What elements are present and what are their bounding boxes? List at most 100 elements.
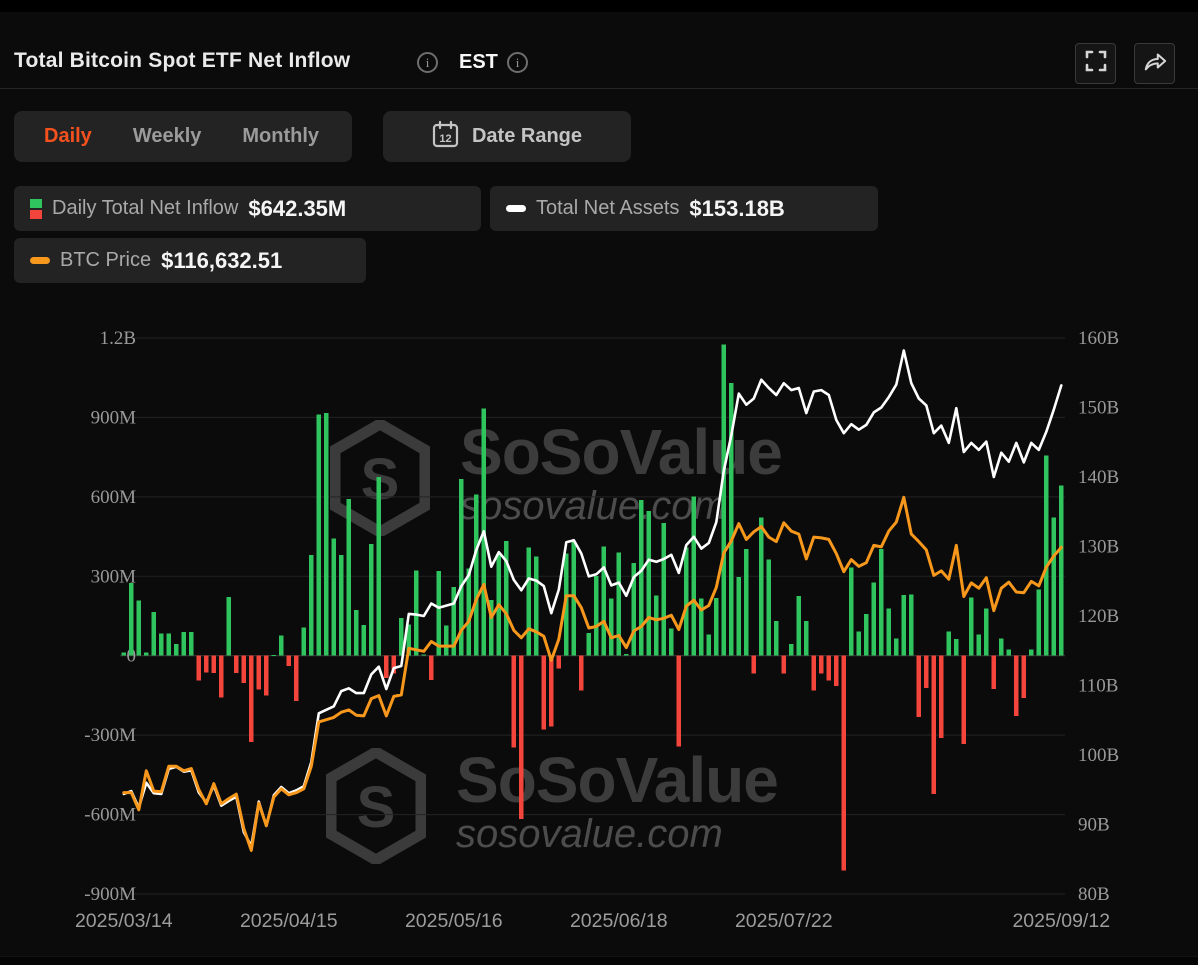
inflow-bar: [203, 655, 209, 673]
inflow-bar: [158, 633, 164, 656]
y-axis-right-label: 130B: [1078, 537, 1119, 558]
y-axis-right-label: 120B: [1078, 606, 1119, 627]
inflow-bar: [541, 655, 547, 730]
inflow-bar: [526, 547, 532, 656]
inflow-bar: [1036, 589, 1042, 656]
inflow-bar: [248, 655, 254, 743]
header: Total Bitcoin Spot ETF Net Inflow i EST …: [0, 12, 1198, 88]
inflow-bar: [631, 563, 637, 656]
y-axis-left-label: 900M: [91, 407, 137, 428]
legend-value: $116,632.51: [161, 247, 283, 273]
x-axis-label: 2025/05/16: [405, 910, 503, 932]
inflow-bar: [728, 383, 734, 656]
inflow-bar: [353, 609, 359, 656]
share-button[interactable]: [1134, 43, 1175, 84]
inflow-bar: [398, 618, 404, 656]
inflow-bar: [271, 655, 277, 656]
inflow-bar: [428, 655, 434, 680]
inflow-bar: [1043, 455, 1049, 656]
inflow-bar: [638, 500, 644, 656]
inflow-bar: [901, 594, 907, 656]
inflow-bar: [1028, 649, 1034, 656]
x-axis-label: 2025/04/15: [240, 910, 338, 932]
inflow-bar: [826, 655, 832, 681]
x-axis-label: 2025/06/18: [570, 910, 668, 932]
inflow-bar: [451, 586, 457, 656]
bottom-strip: [0, 956, 1198, 965]
inflow-bar: [818, 655, 824, 674]
inflow-bar: [608, 598, 614, 656]
inflow-bar: [181, 631, 187, 656]
inflow-bar: [233, 655, 239, 673]
inflow-bar: [383, 655, 389, 679]
inflow-bar: [803, 621, 809, 656]
inflow-bar: [211, 655, 217, 674]
x-axis-label: 2025/03/14: [75, 910, 173, 932]
inflow-bar: [736, 577, 742, 656]
top-strip: [0, 0, 1198, 12]
y-axis-right-label: 80B: [1078, 884, 1110, 905]
inflow-bar: [653, 595, 659, 656]
inflow-bar: [623, 654, 629, 656]
inflow-bar: [286, 655, 292, 666]
timezone-info-icon[interactable]: i: [507, 52, 528, 73]
y-axis-right-label: 90B: [1078, 815, 1110, 836]
legend-total-net-assets[interactable]: Total Net Assets $153.18B: [490, 186, 878, 231]
legend-daily-net-inflow[interactable]: Daily Total Net Inflow $642.35M: [14, 186, 481, 231]
tab-monthly[interactable]: Monthly: [242, 125, 320, 147]
y-axis-right-label: 110B: [1078, 676, 1118, 697]
legend-btc-price[interactable]: BTC Price $116,632.51: [14, 238, 366, 283]
title-info-icon[interactable]: i: [417, 52, 438, 73]
inflow-bar: [188, 632, 194, 656]
date-range-label: Date Range: [471, 125, 583, 147]
inflow-bar: [391, 655, 397, 674]
y-axis-left-label: 1.2B: [100, 328, 136, 349]
net-assets-line: [122, 349, 1063, 848]
inflow-bar: [841, 655, 847, 871]
inflow-bar: [938, 655, 944, 739]
inflow-bar: [998, 638, 1004, 656]
inflow-bar: [646, 510, 652, 656]
inflow-bar: [128, 582, 134, 656]
tab-weekly[interactable]: Weekly: [132, 125, 202, 147]
inflow-bar: [1051, 517, 1057, 656]
y-axis-right-label: 150B: [1078, 398, 1119, 419]
inflow-bar: [278, 635, 284, 656]
inflow-bar: [1006, 649, 1012, 656]
btc-legend-swatch-icon: [30, 257, 50, 264]
inflow-bar: [533, 556, 539, 656]
inflow-bar: [301, 627, 307, 656]
inflow-bar: [758, 517, 764, 656]
inflow-bar: [556, 655, 562, 669]
inflow-bar: [121, 652, 127, 656]
inflow-bar: [1013, 655, 1019, 716]
inflow-bar: [773, 621, 779, 656]
inflow-bar: [788, 644, 794, 656]
legend-label: Daily Total Net Inflow: [52, 197, 239, 219]
tab-daily[interactable]: Daily: [44, 125, 92, 147]
inflow-bar: [586, 632, 592, 656]
y-axis-right-label: 160B: [1078, 328, 1119, 349]
inflow-bar: [413, 570, 419, 656]
inflow-bar: [218, 655, 224, 698]
inflow-bar: [518, 655, 524, 819]
inflow-bar: [346, 499, 352, 656]
inflow-bar: [466, 568, 472, 656]
y-axis-left-label: 0: [127, 646, 137, 667]
inflow-bar: [601, 546, 607, 656]
inflow-bar: [503, 541, 509, 656]
inflow-bar: [1058, 485, 1064, 656]
inflow-bar: [713, 597, 719, 656]
inflow-bar: [923, 655, 929, 688]
date-range-button[interactable]: 12 Date Range: [383, 111, 631, 162]
y-axis-left-label: -600M: [84, 805, 136, 826]
calendar-icon: 12: [432, 120, 459, 154]
inflow-bar: [811, 655, 817, 691]
inflow-bar: [368, 543, 374, 656]
inflow-bar: [946, 631, 952, 656]
inflow-bar: [143, 652, 149, 656]
inflow-bar: [473, 494, 479, 656]
legend-label: BTC Price: [60, 249, 152, 271]
fullscreen-button[interactable]: [1075, 43, 1116, 84]
